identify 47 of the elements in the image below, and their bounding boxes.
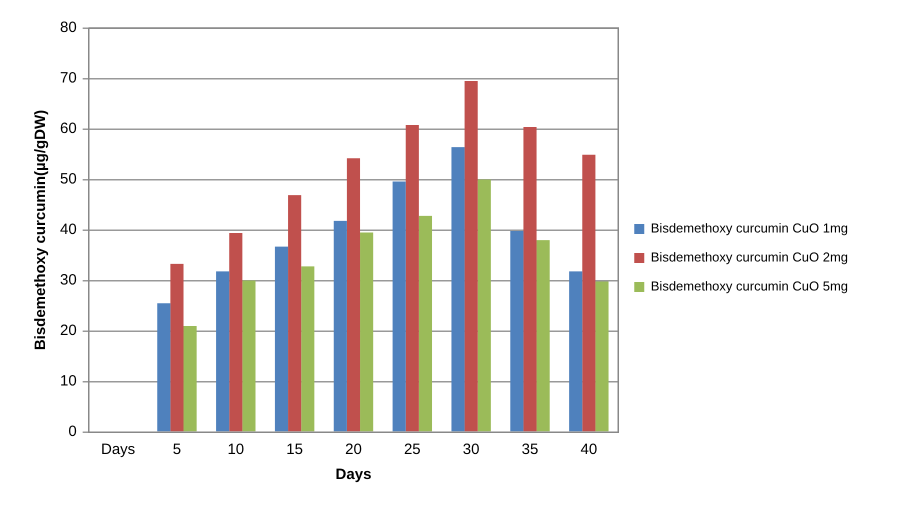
bar — [536, 240, 550, 432]
x-tick-label: Days — [101, 441, 136, 458]
legend-label: Bisdemethoxy curcumin CuO 2mg — [650, 250, 848, 265]
bar — [157, 303, 170, 432]
bar — [406, 124, 419, 432]
x-tick-label: 5 — [172, 441, 182, 458]
bar — [464, 81, 478, 432]
bar — [242, 280, 256, 432]
legend-label: Bisdemethoxy curcumin CuO 5mg — [650, 278, 848, 294]
x-tick-label: 10 — [227, 441, 244, 458]
bar — [360, 232, 374, 432]
y-tick-label: 60 — [60, 120, 77, 138]
bar — [510, 231, 524, 432]
y-tick-label: 80 — [60, 19, 77, 36]
bar — [451, 147, 465, 432]
bar — [346, 158, 360, 432]
bar — [334, 220, 347, 432]
bar — [595, 282, 609, 432]
bar — [392, 182, 406, 432]
y-tick-label: 50 — [60, 170, 77, 188]
x-tick-label: 20 — [345, 441, 362, 458]
y-tick-label: 70 — [60, 70, 77, 87]
x-tick-label: 40 — [580, 441, 598, 458]
y-tick-label: 40 — [60, 221, 77, 238]
bar — [170, 264, 184, 432]
bar — [288, 195, 302, 432]
bar — [523, 126, 537, 432]
x-axis-title: Days — [336, 466, 372, 484]
y-tick-label: 10 — [60, 372, 77, 390]
bar — [229, 233, 242, 432]
legend-label: Bisdemethoxy curcumin CuO 1mg — [650, 220, 848, 236]
bar — [274, 246, 288, 432]
bar — [582, 154, 596, 432]
bar — [418, 216, 432, 432]
bar — [478, 180, 491, 432]
bar — [216, 271, 230, 432]
y-tick-label: 0 — [68, 423, 77, 440]
y-axis-title: Bisdemethoxy curcumin(µg/gDW) — [32, 110, 50, 350]
y-tick-label: 20 — [60, 322, 77, 340]
x-tick-label: 30 — [462, 441, 480, 458]
x-tick-label: 25 — [404, 441, 421, 458]
y-tick-label: 30 — [60, 272, 77, 289]
bar — [184, 326, 197, 432]
x-tick-label: 15 — [286, 441, 303, 458]
bar — [569, 271, 582, 432]
x-tick-label: 35 — [522, 441, 538, 458]
bar — [301, 266, 314, 432]
